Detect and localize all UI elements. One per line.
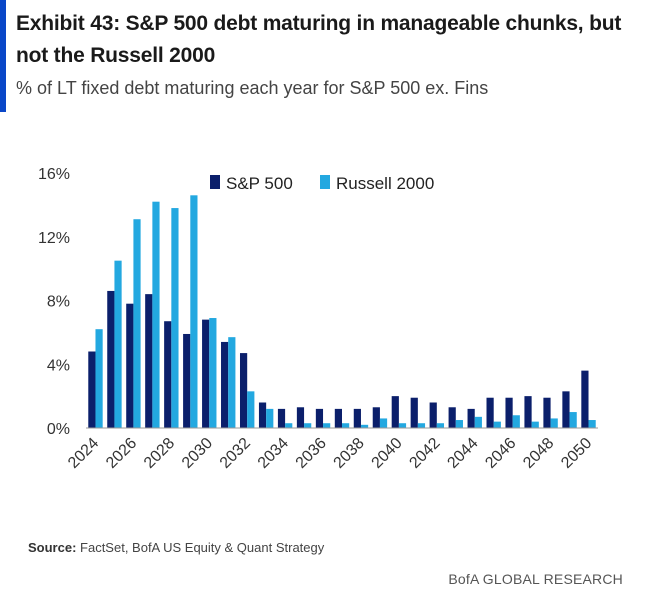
bar-russell2000-2030 xyxy=(209,318,217,428)
exhibit-subtitle: % of LT fixed debt maturing each year fo… xyxy=(16,78,489,98)
bar-russell2000-2034 xyxy=(285,423,293,428)
bar-sp500-2049 xyxy=(562,391,570,428)
bar-sp500-2027 xyxy=(145,294,153,429)
bar-sp500-2044 xyxy=(467,408,475,429)
bar-sp500-2048 xyxy=(543,397,551,428)
bar-sp500-2032 xyxy=(239,353,248,428)
x-tick-label: 2028 xyxy=(141,435,178,472)
bar-russell2000-2049 xyxy=(569,412,577,428)
y-tick-label: 4% xyxy=(47,357,70,374)
legend-label-sp500: S&P 500 xyxy=(226,174,293,193)
bar-russell2000-2043 xyxy=(455,420,463,428)
bar-russell2000-2042 xyxy=(436,423,445,428)
bar-sp500-2042 xyxy=(429,402,437,428)
bar-sp500-2040 xyxy=(391,396,399,429)
bar-russell2000-2036 xyxy=(323,423,331,428)
exhibit-title: Exhibit 43: S&P 500 debt maturing in man… xyxy=(16,12,622,67)
x-tick-label: 2030 xyxy=(179,435,216,472)
source-note: Source: FactSet, BofA US Equity & Quant … xyxy=(28,540,324,555)
source-label: Source: xyxy=(28,540,77,555)
x-tick-label: 2046 xyxy=(482,435,519,472)
y-tick-label: 16% xyxy=(38,166,70,183)
bar-russell2000-2050 xyxy=(588,420,596,428)
legend-label-russell2000: Russell 2000 xyxy=(336,174,434,193)
x-tick-label: 2026 xyxy=(103,435,140,472)
bar-sp500-2028 xyxy=(164,321,172,428)
x-tick-label: 2024 xyxy=(65,435,102,472)
bar-sp500-2043 xyxy=(448,407,456,428)
bar-sp500-2026 xyxy=(126,303,134,428)
bar-russell2000-2037 xyxy=(342,423,350,428)
bar-sp500-2029 xyxy=(183,333,191,428)
y-tick-label: 8% xyxy=(47,294,70,311)
bar-russell2000-2048 xyxy=(550,418,558,428)
bar-russell2000-2035 xyxy=(304,423,312,428)
accent-bar xyxy=(0,0,6,112)
bar-russell2000-2046 xyxy=(512,415,520,428)
bar-russell2000-2032 xyxy=(247,391,255,428)
bar-sp500-2045 xyxy=(486,397,494,428)
bar-russell2000-2038 xyxy=(360,424,369,428)
bar-sp500-2035 xyxy=(296,407,305,428)
bar-sp500-2041 xyxy=(410,397,418,428)
bar-russell2000-2027 xyxy=(152,201,160,428)
x-tick-label: 2050 xyxy=(558,435,595,472)
x-tick-label: 2036 xyxy=(293,435,330,472)
bar-sp500-2047 xyxy=(524,396,532,429)
bar-russell2000-2045 xyxy=(493,421,501,429)
x-tick-label: 2044 xyxy=(444,435,481,472)
bar-russell2000-2044 xyxy=(474,416,482,428)
x-tick-label: 2048 xyxy=(520,435,557,472)
bar-russell2000-2041 xyxy=(417,423,426,428)
bar-russell2000-2024 xyxy=(95,329,103,428)
bars-group xyxy=(88,195,596,429)
legend: S&P 500 Russell 2000 xyxy=(210,174,434,193)
x-tick-label: 2032 xyxy=(217,435,254,472)
bar-russell2000-2025 xyxy=(114,260,122,428)
x-tick-labels: 2024 2026 2028 2030 2032 2034 2036 2038 2040 2042… xyxy=(65,435,595,472)
bar-sp500-2050 xyxy=(581,370,589,429)
bar-sp500-2031 xyxy=(221,341,229,428)
bar-russell2000-2028 xyxy=(171,208,179,428)
x-tick-label: 2038 xyxy=(331,435,368,472)
bar-russell2000-2031 xyxy=(228,337,236,428)
bar-sp500-2046 xyxy=(505,397,513,428)
bar-russell2000-2029 xyxy=(190,195,198,428)
legend-swatch-russell2000 xyxy=(320,175,330,189)
bar-sp500-2033 xyxy=(258,402,267,428)
brand-footer: BofA GLOBAL RESEARCH xyxy=(448,571,623,587)
y-tick-label: 12% xyxy=(38,230,70,247)
x-tick-label: 2042 xyxy=(406,435,443,472)
bar-sp500-2036 xyxy=(315,408,324,429)
bar-sp500-2039 xyxy=(372,407,380,428)
bar-russell2000-2026 xyxy=(133,219,141,428)
bar-russell2000-2040 xyxy=(398,423,407,428)
bar-sp500-2030 xyxy=(202,319,210,429)
bar-sp500-2025 xyxy=(107,290,115,428)
y-tick-labels: 0% 4% 8% 12% 16% xyxy=(38,166,70,438)
bar-sp500-2024 xyxy=(88,351,96,428)
bar-sp500-2038 xyxy=(353,408,361,429)
bar-sp500-2034 xyxy=(277,408,286,429)
x-tick-label: 2034 xyxy=(255,435,292,472)
x-tick-label: 2040 xyxy=(369,435,406,472)
bar-russell2000-2033 xyxy=(266,408,274,429)
legend-swatch-sp500 xyxy=(210,175,220,189)
source-text: FactSet, BofA US Equity & Quant Strategy xyxy=(76,540,325,555)
y-tick-label: 0% xyxy=(47,421,70,438)
bar-sp500-2037 xyxy=(334,408,342,429)
bar-russell2000-2047 xyxy=(531,421,539,429)
bar-russell2000-2039 xyxy=(379,418,388,428)
